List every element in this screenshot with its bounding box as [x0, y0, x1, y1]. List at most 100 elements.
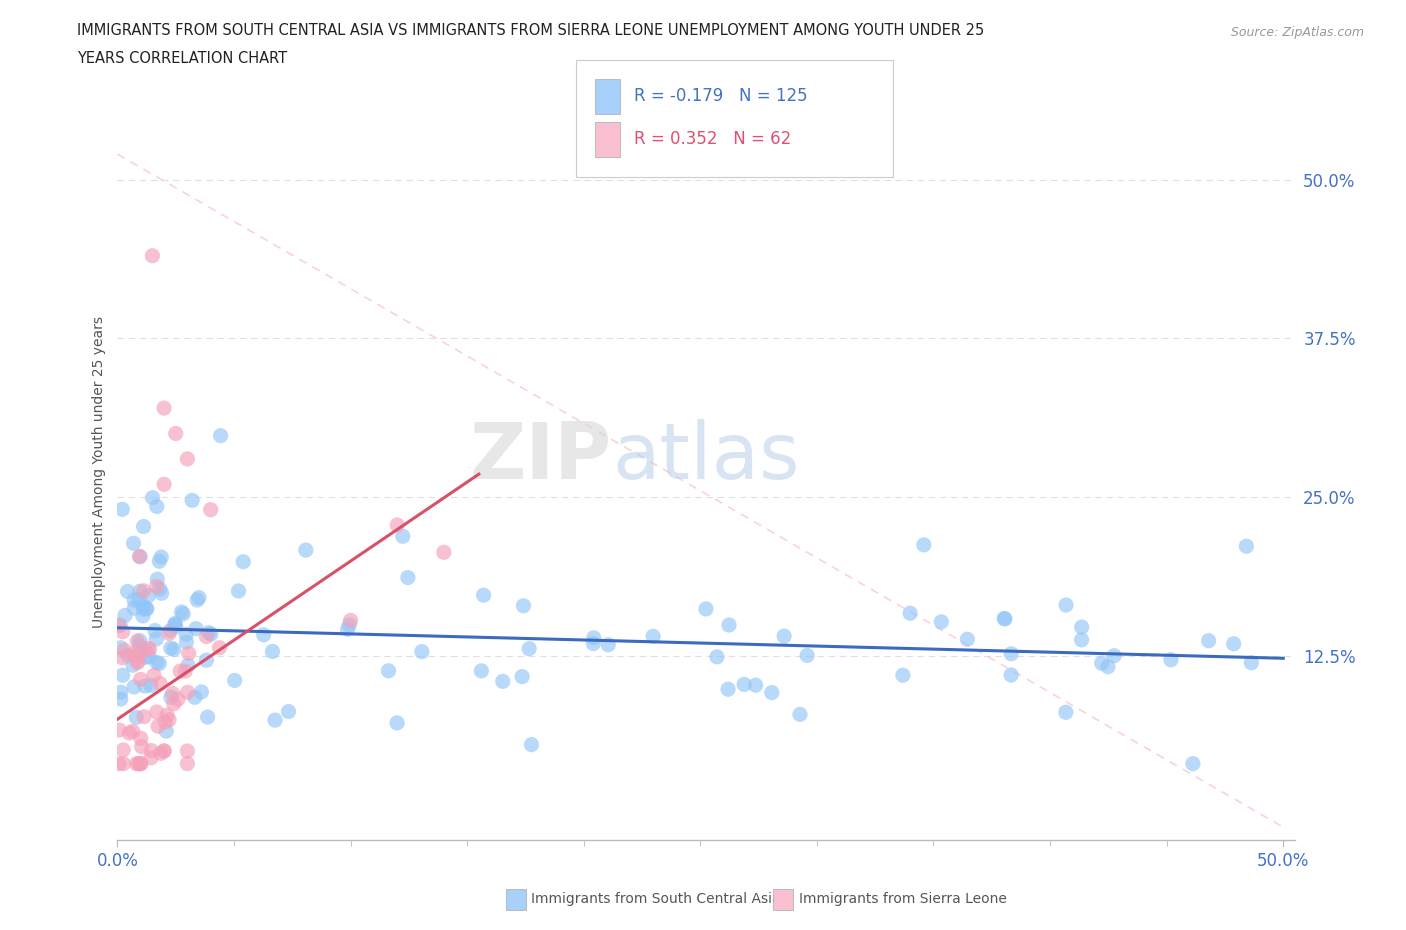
Point — [1000, 646, 1022, 661]
Point — [253, 628, 276, 643]
Point — [176, 756, 198, 771]
Point — [174, 627, 197, 642]
Point — [520, 737, 543, 752]
Point — [197, 625, 219, 640]
Point — [391, 529, 413, 544]
Point — [512, 598, 534, 613]
Point — [128, 633, 150, 648]
Point — [129, 645, 152, 660]
Point — [929, 615, 952, 630]
Point — [122, 680, 145, 695]
Point — [224, 673, 246, 688]
Text: Source: ZipAtlas.com: Source: ZipAtlas.com — [1230, 26, 1364, 39]
Point — [153, 477, 176, 492]
Point — [146, 719, 169, 734]
Point — [139, 678, 162, 693]
Point — [339, 613, 361, 628]
Point — [148, 553, 170, 568]
Point — [165, 426, 187, 441]
Point — [396, 570, 419, 585]
Point — [166, 692, 188, 707]
Point — [150, 550, 173, 565]
Point — [110, 684, 132, 699]
Point — [114, 608, 136, 623]
Point — [165, 616, 187, 631]
Point — [295, 542, 318, 557]
Point — [122, 601, 145, 616]
Point — [128, 549, 150, 564]
Point — [153, 714, 176, 729]
Point — [136, 641, 159, 656]
Point — [717, 682, 740, 697]
Point — [195, 629, 218, 644]
Point — [492, 674, 515, 689]
Point — [337, 618, 360, 632]
Point — [139, 751, 162, 765]
Point — [1181, 756, 1204, 771]
Point — [112, 756, 135, 771]
Point — [132, 598, 155, 613]
Point — [135, 644, 157, 658]
Point — [122, 592, 145, 607]
Point — [129, 584, 152, 599]
Point — [789, 707, 811, 722]
Point — [232, 554, 254, 569]
Point — [177, 646, 200, 661]
Point — [188, 591, 211, 605]
Point — [1054, 705, 1077, 720]
Point — [129, 550, 152, 565]
Point — [146, 572, 169, 587]
Point — [1240, 656, 1263, 671]
Point — [165, 619, 187, 634]
Point — [190, 684, 212, 699]
Point — [733, 677, 755, 692]
Point — [125, 756, 148, 771]
Point — [1054, 598, 1077, 613]
Point — [117, 584, 139, 599]
Point — [135, 602, 157, 617]
Point — [141, 248, 163, 263]
Point — [129, 671, 152, 686]
Point — [912, 538, 935, 552]
Point — [773, 629, 796, 644]
Point — [262, 644, 284, 659]
Point — [176, 451, 198, 466]
Point — [127, 756, 149, 771]
Point — [124, 648, 146, 663]
Point — [598, 637, 620, 652]
Point — [145, 579, 167, 594]
Point — [129, 731, 152, 746]
Point — [163, 618, 186, 632]
Point — [200, 502, 222, 517]
Point — [1234, 538, 1257, 553]
Text: Immigrants from Sierra Leone: Immigrants from Sierra Leone — [799, 892, 1007, 907]
Point — [176, 743, 198, 758]
Point — [1198, 633, 1220, 648]
Point — [146, 499, 169, 514]
Point — [128, 638, 150, 653]
Point — [110, 640, 132, 655]
Point — [108, 723, 131, 737]
Point — [153, 401, 176, 416]
Point — [127, 656, 149, 671]
Point — [135, 601, 157, 616]
Point — [195, 653, 218, 668]
Point — [411, 644, 433, 659]
Point — [107, 756, 129, 771]
Point — [582, 631, 605, 645]
Point — [181, 493, 204, 508]
Point — [143, 623, 166, 638]
Point — [264, 712, 287, 727]
Point — [142, 668, 165, 683]
Point — [1000, 668, 1022, 683]
Point — [197, 710, 219, 724]
Point — [112, 643, 135, 658]
Point — [744, 678, 766, 693]
Point — [1070, 632, 1092, 647]
Point — [582, 636, 605, 651]
Point — [121, 724, 143, 738]
Point — [141, 743, 163, 758]
Point — [108, 618, 131, 632]
Text: atlas: atlas — [612, 418, 800, 495]
Point — [377, 663, 399, 678]
